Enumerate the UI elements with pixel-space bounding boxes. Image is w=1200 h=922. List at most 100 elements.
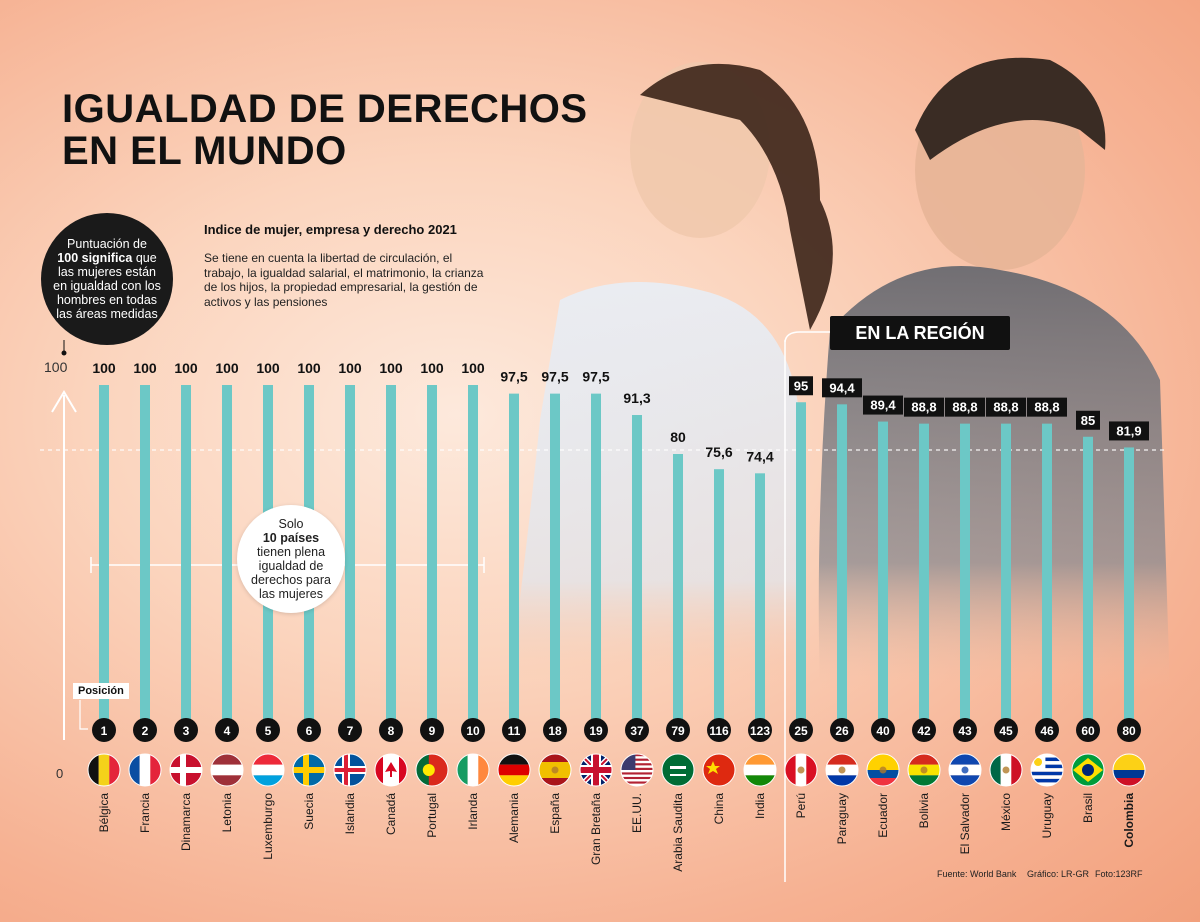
flag-border bbox=[292, 753, 326, 787]
legend-line-4: en igualdad con los bbox=[53, 279, 161, 293]
usa-flag-icon bbox=[621, 754, 653, 786]
country-label: El Salvador bbox=[958, 793, 972, 854]
bar-Irlanda bbox=[468, 385, 478, 730]
index-description: Se tiene en cuenta la libertad de circul… bbox=[204, 251, 484, 309]
index-subtitle: Indice de mujer, empresa y derecho 2021 bbox=[204, 222, 457, 237]
colombia-flag-icon bbox=[1113, 754, 1145, 786]
country-label: Brasil bbox=[1081, 793, 1095, 823]
value-label: 97,5 bbox=[582, 369, 609, 385]
equality-note: Solo 10 países tienen plena igualdad de … bbox=[237, 505, 345, 613]
flag-border bbox=[866, 753, 900, 787]
rank-circle bbox=[789, 718, 813, 742]
value-label: 85 bbox=[1081, 413, 1095, 428]
rank-number: 4 bbox=[224, 724, 231, 738]
rank-circle bbox=[1117, 718, 1141, 742]
flag-border bbox=[579, 753, 613, 787]
bar-Ecuador bbox=[878, 421, 888, 730]
flag-border bbox=[128, 753, 162, 787]
flag-border bbox=[825, 753, 859, 787]
country-label: Bélgica bbox=[97, 793, 111, 833]
country-label: Alemania bbox=[507, 793, 521, 843]
country-label: España bbox=[548, 793, 562, 834]
rank-number: 3 bbox=[183, 724, 190, 738]
bolivia-flag-icon bbox=[908, 754, 940, 786]
rank-circle bbox=[666, 718, 690, 742]
flag-border bbox=[497, 753, 531, 787]
y-tick-0: 0 bbox=[56, 766, 64, 781]
country-label: Canadá bbox=[384, 793, 398, 835]
bar-Canadá bbox=[386, 385, 396, 730]
value-label: 100 bbox=[461, 360, 485, 376]
note-line-2: 10 países bbox=[262, 531, 320, 545]
bar-Uruguay bbox=[1042, 423, 1052, 730]
legend-line-1: Puntuación de bbox=[67, 237, 147, 251]
flag-border bbox=[169, 753, 203, 787]
value-label-box bbox=[904, 397, 944, 417]
man-body bbox=[818, 266, 1170, 690]
rank-circle bbox=[92, 718, 116, 742]
country-label: India bbox=[753, 793, 767, 819]
rank-circle bbox=[625, 718, 649, 742]
bar-Portugal bbox=[427, 385, 437, 730]
rank-number: 5 bbox=[265, 724, 272, 738]
bar-Francia bbox=[140, 385, 150, 730]
rank-number: 45 bbox=[999, 724, 1013, 738]
rank-circle bbox=[420, 718, 444, 742]
rank-number: 7 bbox=[347, 724, 354, 738]
value-label-box bbox=[1076, 410, 1100, 430]
country-label: Suecia bbox=[302, 793, 316, 830]
country-label: Islandia bbox=[343, 793, 357, 835]
rank-number: 6 bbox=[306, 724, 313, 738]
portugal-flag-icon bbox=[416, 754, 448, 786]
value-label: 88,8 bbox=[993, 400, 1018, 415]
rank-circle bbox=[1035, 718, 1059, 742]
value-label: 91,3 bbox=[623, 390, 650, 406]
country-label: EE.UU. bbox=[630, 793, 644, 833]
country-label: China bbox=[712, 793, 726, 825]
spain-flag-icon bbox=[539, 754, 571, 786]
flag-border bbox=[702, 753, 736, 787]
luxembourg-flag-icon bbox=[252, 754, 284, 786]
india-flag-icon bbox=[744, 754, 776, 786]
value-label-box bbox=[822, 378, 862, 398]
value-label: 94,4 bbox=[829, 380, 855, 395]
uk-flag-icon bbox=[580, 754, 612, 786]
brazil-flag-icon bbox=[1072, 754, 1104, 786]
rank-circle bbox=[256, 718, 280, 742]
rank-circle bbox=[297, 718, 321, 742]
bar-Letonia bbox=[222, 385, 232, 730]
value-label: 88,8 bbox=[1034, 400, 1059, 415]
value-label-box bbox=[1027, 397, 1067, 417]
note-line-4: igualdad de bbox=[258, 559, 324, 573]
rank-number: 18 bbox=[548, 724, 562, 738]
rank-number: 8 bbox=[388, 724, 395, 738]
flag-border bbox=[210, 753, 244, 787]
flag-border bbox=[948, 753, 982, 787]
rank-number: 60 bbox=[1081, 724, 1095, 738]
legend-line-2: 100 significa que bbox=[57, 251, 156, 265]
rank-number: 10 bbox=[466, 724, 480, 738]
rank-number: 40 bbox=[876, 724, 890, 738]
note-line-6: las mujeres bbox=[259, 587, 323, 601]
bar-España bbox=[550, 393, 560, 730]
flag-border bbox=[87, 753, 121, 787]
value-label: 100 bbox=[174, 360, 198, 376]
rank-circle bbox=[174, 718, 198, 742]
value-label: 88,8 bbox=[952, 400, 977, 415]
position-label: Posición bbox=[73, 683, 129, 699]
flag-border bbox=[620, 753, 654, 787]
bar-Dinamarca bbox=[181, 385, 191, 730]
sweden-flag-icon bbox=[293, 754, 325, 786]
rank-circle bbox=[707, 718, 731, 742]
country-label: Irlanda bbox=[466, 793, 480, 830]
country-label: Bolivia bbox=[917, 793, 931, 829]
woman-body bbox=[510, 282, 800, 680]
value-label-box bbox=[1109, 421, 1149, 441]
flag-border bbox=[661, 753, 695, 787]
region-label: EN LA REGIÓN bbox=[830, 316, 1010, 350]
value-label: 100 bbox=[420, 360, 444, 376]
paraguay-flag-icon bbox=[826, 754, 858, 786]
rank-number: 79 bbox=[671, 724, 685, 738]
value-label: 89,4 bbox=[870, 398, 896, 413]
bar-Colombia bbox=[1124, 447, 1134, 730]
